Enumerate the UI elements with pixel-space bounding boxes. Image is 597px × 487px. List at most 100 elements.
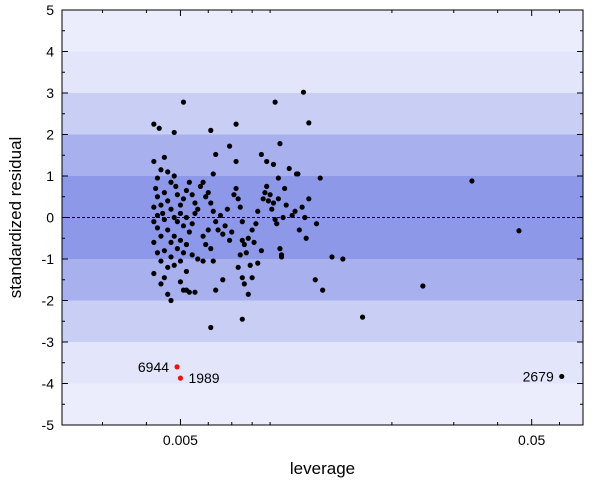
data-point bbox=[278, 254, 285, 260]
data-point bbox=[233, 121, 239, 127]
data-point bbox=[215, 227, 221, 233]
data-point bbox=[269, 206, 275, 212]
data-point bbox=[161, 190, 167, 196]
data-point bbox=[264, 183, 270, 189]
band-stripe-1 bbox=[62, 383, 583, 425]
y-tick-label: -1 bbox=[42, 251, 55, 267]
data-point bbox=[235, 196, 241, 202]
y-tick-label: -4 bbox=[42, 376, 55, 392]
data-point bbox=[286, 165, 292, 172]
data-point bbox=[251, 239, 257, 245]
data-point bbox=[208, 246, 214, 252]
data-point bbox=[165, 227, 171, 233]
data-point bbox=[154, 250, 161, 256]
data-point bbox=[208, 324, 214, 331]
data-point bbox=[299, 204, 305, 210]
data-point bbox=[154, 175, 161, 181]
data-point bbox=[516, 228, 522, 234]
y-tick-label: 3 bbox=[46, 85, 54, 101]
data-point bbox=[272, 216, 278, 223]
point-label: 6944 bbox=[138, 359, 169, 375]
axis-ticks bbox=[62, 9, 583, 426]
data-point bbox=[340, 256, 346, 262]
data-point bbox=[197, 183, 204, 189]
data-point bbox=[151, 239, 157, 245]
data-point bbox=[359, 314, 366, 320]
data-point bbox=[255, 260, 261, 266]
data-point bbox=[174, 364, 180, 370]
data-point bbox=[158, 258, 164, 264]
data-point bbox=[283, 202, 289, 208]
data-point bbox=[275, 175, 281, 181]
point-labels: 6944 1989 2679 bbox=[138, 359, 554, 386]
data-point bbox=[217, 212, 224, 219]
data-point bbox=[239, 316, 245, 322]
data-point bbox=[264, 158, 270, 165]
data-point bbox=[151, 219, 157, 225]
data-point bbox=[195, 206, 201, 212]
data-point bbox=[180, 196, 187, 202]
data-point bbox=[177, 237, 184, 243]
data-point bbox=[469, 178, 475, 184]
data-point bbox=[189, 221, 195, 227]
data-point bbox=[249, 275, 255, 281]
data-point bbox=[239, 237, 245, 243]
data-point bbox=[293, 171, 300, 177]
data-point bbox=[329, 254, 335, 260]
data-point bbox=[177, 375, 184, 381]
data-point bbox=[203, 194, 209, 200]
y-tick-label: -5 bbox=[42, 417, 55, 433]
data-point bbox=[208, 127, 214, 133]
data-point bbox=[277, 246, 283, 252]
data-point bbox=[158, 233, 164, 239]
data-point bbox=[161, 154, 167, 160]
data-point bbox=[158, 202, 164, 208]
data-point bbox=[313, 221, 320, 227]
y-tick-label: 4 bbox=[46, 44, 54, 60]
data-point bbox=[292, 208, 298, 214]
point-label: 1989 bbox=[188, 370, 219, 386]
data-point bbox=[174, 219, 180, 225]
y-axis-label: standardized residual bbox=[6, 137, 25, 299]
data-point bbox=[317, 175, 323, 181]
data-point bbox=[235, 264, 241, 270]
data-point bbox=[239, 275, 245, 281]
data-point bbox=[300, 89, 307, 95]
data-point bbox=[171, 173, 177, 179]
data-point bbox=[306, 196, 312, 202]
data-point bbox=[177, 202, 184, 208]
data-point bbox=[161, 216, 167, 223]
data-point bbox=[226, 143, 233, 149]
data-point bbox=[224, 206, 230, 212]
data-point bbox=[210, 208, 216, 214]
data-point bbox=[306, 120, 312, 126]
data-point bbox=[249, 227, 255, 233]
data-point bbox=[302, 214, 308, 221]
data-point bbox=[231, 192, 237, 198]
data-point bbox=[233, 185, 239, 192]
data-point bbox=[186, 229, 192, 235]
data-point bbox=[226, 237, 233, 243]
data-point bbox=[154, 212, 161, 219]
data-point bbox=[177, 258, 184, 264]
data-point bbox=[270, 200, 277, 206]
data-point bbox=[151, 158, 157, 165]
data-point bbox=[213, 219, 219, 225]
y-tick-label: -2 bbox=[42, 293, 55, 309]
data-point bbox=[258, 151, 264, 158]
data-point bbox=[200, 233, 206, 239]
data-point bbox=[168, 206, 174, 212]
data-point bbox=[237, 252, 243, 258]
data-point bbox=[165, 198, 171, 204]
data-point bbox=[245, 235, 251, 241]
data-point bbox=[183, 268, 190, 275]
data-point bbox=[165, 169, 171, 175]
data-point bbox=[183, 241, 190, 248]
data-point bbox=[183, 187, 190, 194]
data-point bbox=[245, 291, 251, 297]
data-point bbox=[189, 192, 195, 198]
data-point bbox=[177, 210, 184, 216]
y-tick-label: 1 bbox=[46, 168, 54, 184]
data-point bbox=[270, 161, 277, 167]
